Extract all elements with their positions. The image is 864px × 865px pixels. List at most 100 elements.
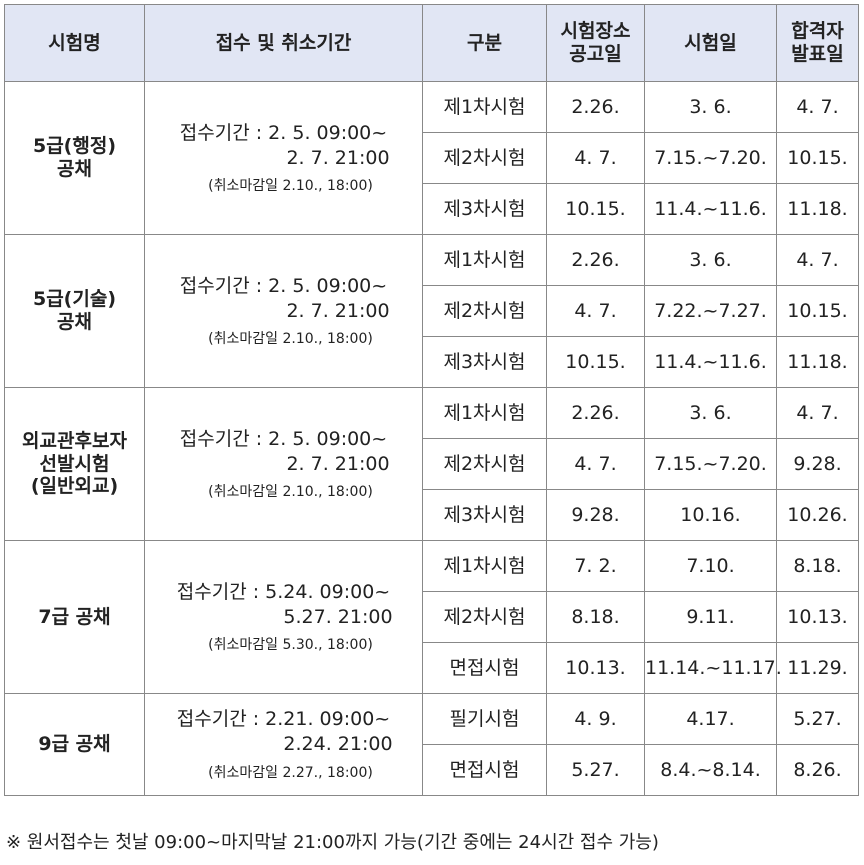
venue-notice-cell: 5.27. xyxy=(546,744,645,796)
header-exam-date: 시험일 xyxy=(644,4,777,82)
table-row: 제2차시험 4. 7. 7.15.~7.20. 9.28. xyxy=(5,438,859,490)
exam-date-cell: 10.16. xyxy=(644,489,777,541)
venue-notice-cell: 4. 9. xyxy=(546,693,645,745)
result-date-cell: 10.26. xyxy=(776,489,859,541)
result-date-cell: 10.15. xyxy=(776,285,859,337)
table-row: 제2차시험 4. 7. 7.15.~7.20. 10.15. xyxy=(5,132,859,184)
exam-name-cell: 외교관후보자 선발시험 (일반외교) xyxy=(4,387,145,541)
result-date-cell: 9.28. xyxy=(776,438,859,490)
registration-period-cell: 접수기간 : 2. 5. 09:00~ 2. 7. 21:00 (취소마감일 2.1… xyxy=(144,387,423,541)
table-row: 제2차시험 4. 7. 7.22.~7.27. 10.15. xyxy=(5,285,859,337)
registration-end: 2. 7. 21:00 xyxy=(286,146,390,169)
registration-period-cell: 접수기간 : 2. 5. 09:00~ 2. 7. 21:00 (취소마감일 2.1… xyxy=(144,81,423,235)
table-row: 9급 공채 접수기간 : 2.21. 09:00~ 2.24. 21:00 (취소마감… xyxy=(4,693,859,796)
exam-date-cell: 7.15.~7.20. xyxy=(644,438,777,490)
category-cell: 제1차시험 xyxy=(422,387,547,439)
venue-notice-cell: 4. 7. xyxy=(546,132,645,184)
category-cell: 필기시험 xyxy=(422,693,547,745)
table-row: 제2차시험 8.18. 9.11. 10.13. xyxy=(5,591,859,643)
exam-name-cell: 5급(기술) 공채 xyxy=(4,234,145,388)
venue-notice-cell: 10.13. xyxy=(546,642,645,694)
table-row: 외교관후보자 선발시험 (일반외교) 접수기간 : 2. 5. 09:00~ 2. … xyxy=(4,387,859,541)
header-row: 시험명 접수 및 취소기간 구분 시험장소 공고일 시험일 합격자 발표일 xyxy=(4,4,859,82)
header-result-date: 합격자 발표일 xyxy=(776,4,859,82)
venue-notice-cell: 4. 7. xyxy=(546,285,645,337)
registration-start: 접수기간 : 2. 5. 09:00~ xyxy=(179,427,388,450)
registration-start: 접수기간 : 2. 5. 09:00~ xyxy=(179,274,388,297)
category-cell: 제2차시험 xyxy=(422,438,547,490)
category-cell: 제1차시험 xyxy=(422,540,547,592)
registration-end: 5.27. 21:00 xyxy=(283,605,393,628)
category-cell: 제2차시험 xyxy=(422,132,547,184)
result-date-cell: 10.15. xyxy=(776,132,859,184)
exam-date-cell: 3. 6. xyxy=(644,81,777,133)
exam-date-cell: 3. 6. xyxy=(644,387,777,439)
result-date-cell: 4. 7. xyxy=(776,81,859,133)
result-date-cell: 11.18. xyxy=(776,183,859,235)
table-row: 5급(기술) 공채 접수기간 : 2. 5. 09:00~ 2. 7. 21:00 (… xyxy=(4,234,859,388)
result-date-cell: 5.27. xyxy=(776,693,859,745)
registration-end: 2.24. 21:00 xyxy=(283,733,393,756)
exam-date-cell: 7.15.~7.20. xyxy=(644,132,777,184)
result-date-cell: 8.18. xyxy=(776,540,859,592)
exam-name-cell: 5급(행정) 공채 xyxy=(4,81,145,235)
header-venue-notice: 시험장소 공고일 xyxy=(546,4,645,82)
exam-schedule-table: 시험명 접수 및 취소기간 구분 시험장소 공고일 시험일 합격자 발표일 5급… xyxy=(4,4,859,796)
venue-notice-cell: 8.18. xyxy=(546,591,645,643)
result-date-cell: 11.29. xyxy=(776,642,859,694)
table-row: 7급 공채 접수기간 : 5.24. 09:00~ 5.27. 21:00 (취소마감… xyxy=(4,540,859,694)
exam-date-cell: 7.10. xyxy=(644,540,777,592)
table-row: 제3차시험 9.28. 10.16. 10.26. xyxy=(5,489,859,541)
registration-start: 접수기간 : 2.21. 09:00~ xyxy=(176,708,391,731)
exam-date-cell: 7.22.~7.27. xyxy=(644,285,777,337)
result-date-cell: 8.26. xyxy=(776,744,859,796)
exam-date-cell: 9.11. xyxy=(644,591,777,643)
category-cell: 제1차시험 xyxy=(422,234,547,286)
result-date-cell: 4. 7. xyxy=(776,234,859,286)
exam-name-cell: 7급 공채 xyxy=(4,540,145,694)
category-cell: 면접시험 xyxy=(422,744,547,796)
category-cell: 제3차시험 xyxy=(422,183,547,235)
registration-start: 접수기간 : 5.24. 09:00~ xyxy=(176,580,391,603)
category-cell: 면접시험 xyxy=(422,642,547,694)
exam-date-cell: 11.4.~11.6. xyxy=(644,336,777,388)
header-period: 접수 및 취소기간 xyxy=(144,4,423,82)
category-cell: 제1차시험 xyxy=(422,81,547,133)
category-cell: 제2차시험 xyxy=(422,285,547,337)
registration-period-cell: 접수기간 : 2.21. 09:00~ 2.24. 21:00 (취소마감일 2.2… xyxy=(144,693,423,796)
result-date-cell: 4. 7. xyxy=(776,387,859,439)
result-date-cell: 10.13. xyxy=(776,591,859,643)
category-cell: 제3차시험 xyxy=(422,489,547,541)
category-cell: 제2차시험 xyxy=(422,591,547,643)
cancel-deadline: (취소마감일 2.10., 18:00) xyxy=(208,178,373,195)
table-row: 면접시험 10.13. 11.14.~11.17. 11.29. xyxy=(5,642,859,694)
venue-notice-cell: 10.15. xyxy=(546,336,645,388)
registration-period-cell: 접수기간 : 2. 5. 09:00~ 2. 7. 21:00 (취소마감일 2.1… xyxy=(144,234,423,388)
table-header: 시험명 접수 및 취소기간 구분 시험장소 공고일 시험일 합격자 발표일 xyxy=(4,4,859,82)
exam-date-cell: 11.14.~11.17. xyxy=(644,642,782,694)
exam-date-cell: 4.17. xyxy=(644,693,777,745)
header-category: 구분 xyxy=(422,4,547,82)
header-exam-name: 시험명 xyxy=(4,4,145,82)
cancel-deadline: (취소마감일 2.10., 18:00) xyxy=(208,484,373,501)
venue-notice-cell: 4. 7. xyxy=(546,438,645,490)
registration-period-cell: 접수기간 : 5.24. 09:00~ 5.27. 21:00 (취소마감일 5.3… xyxy=(144,540,423,694)
exam-date-cell: 11.4.~11.6. xyxy=(644,183,777,235)
category-cell: 제3차시험 xyxy=(422,336,547,388)
cancel-deadline: (취소마감일 2.10., 18:00) xyxy=(208,331,373,348)
result-date-cell: 11.18. xyxy=(776,336,859,388)
exam-date-cell: 3. 6. xyxy=(644,234,777,286)
venue-notice-cell: 10.15. xyxy=(546,183,645,235)
exam-date-cell: 8.4.~8.14. xyxy=(644,744,777,796)
registration-start: 접수기간 : 2. 5. 09:00~ xyxy=(179,121,388,144)
table-row: 제3차시험 10.15. 11.4.~11.6. 11.18. xyxy=(5,336,859,388)
table-row: 면접시험 5.27. 8.4.~8.14. 8.26. xyxy=(5,744,859,796)
exam-name-cell: 9급 공채 xyxy=(4,693,145,796)
footnote: ※ 원서접수는 첫날 09:00~마지막날 21:00까지 가능(기간 중에는 … xyxy=(6,832,659,853)
registration-end: 2. 7. 21:00 xyxy=(286,452,390,475)
venue-notice-cell: 2.26. xyxy=(546,81,645,133)
venue-notice-cell: 7. 2. xyxy=(546,540,645,592)
venue-notice-cell: 9.28. xyxy=(546,489,645,541)
table-body: 5급(행정) 공채 접수기간 : 2. 5. 09:00~ 2. 7. 21:00(… xyxy=(4,81,859,796)
registration-end: 2. 7. 21:00 xyxy=(286,299,390,322)
